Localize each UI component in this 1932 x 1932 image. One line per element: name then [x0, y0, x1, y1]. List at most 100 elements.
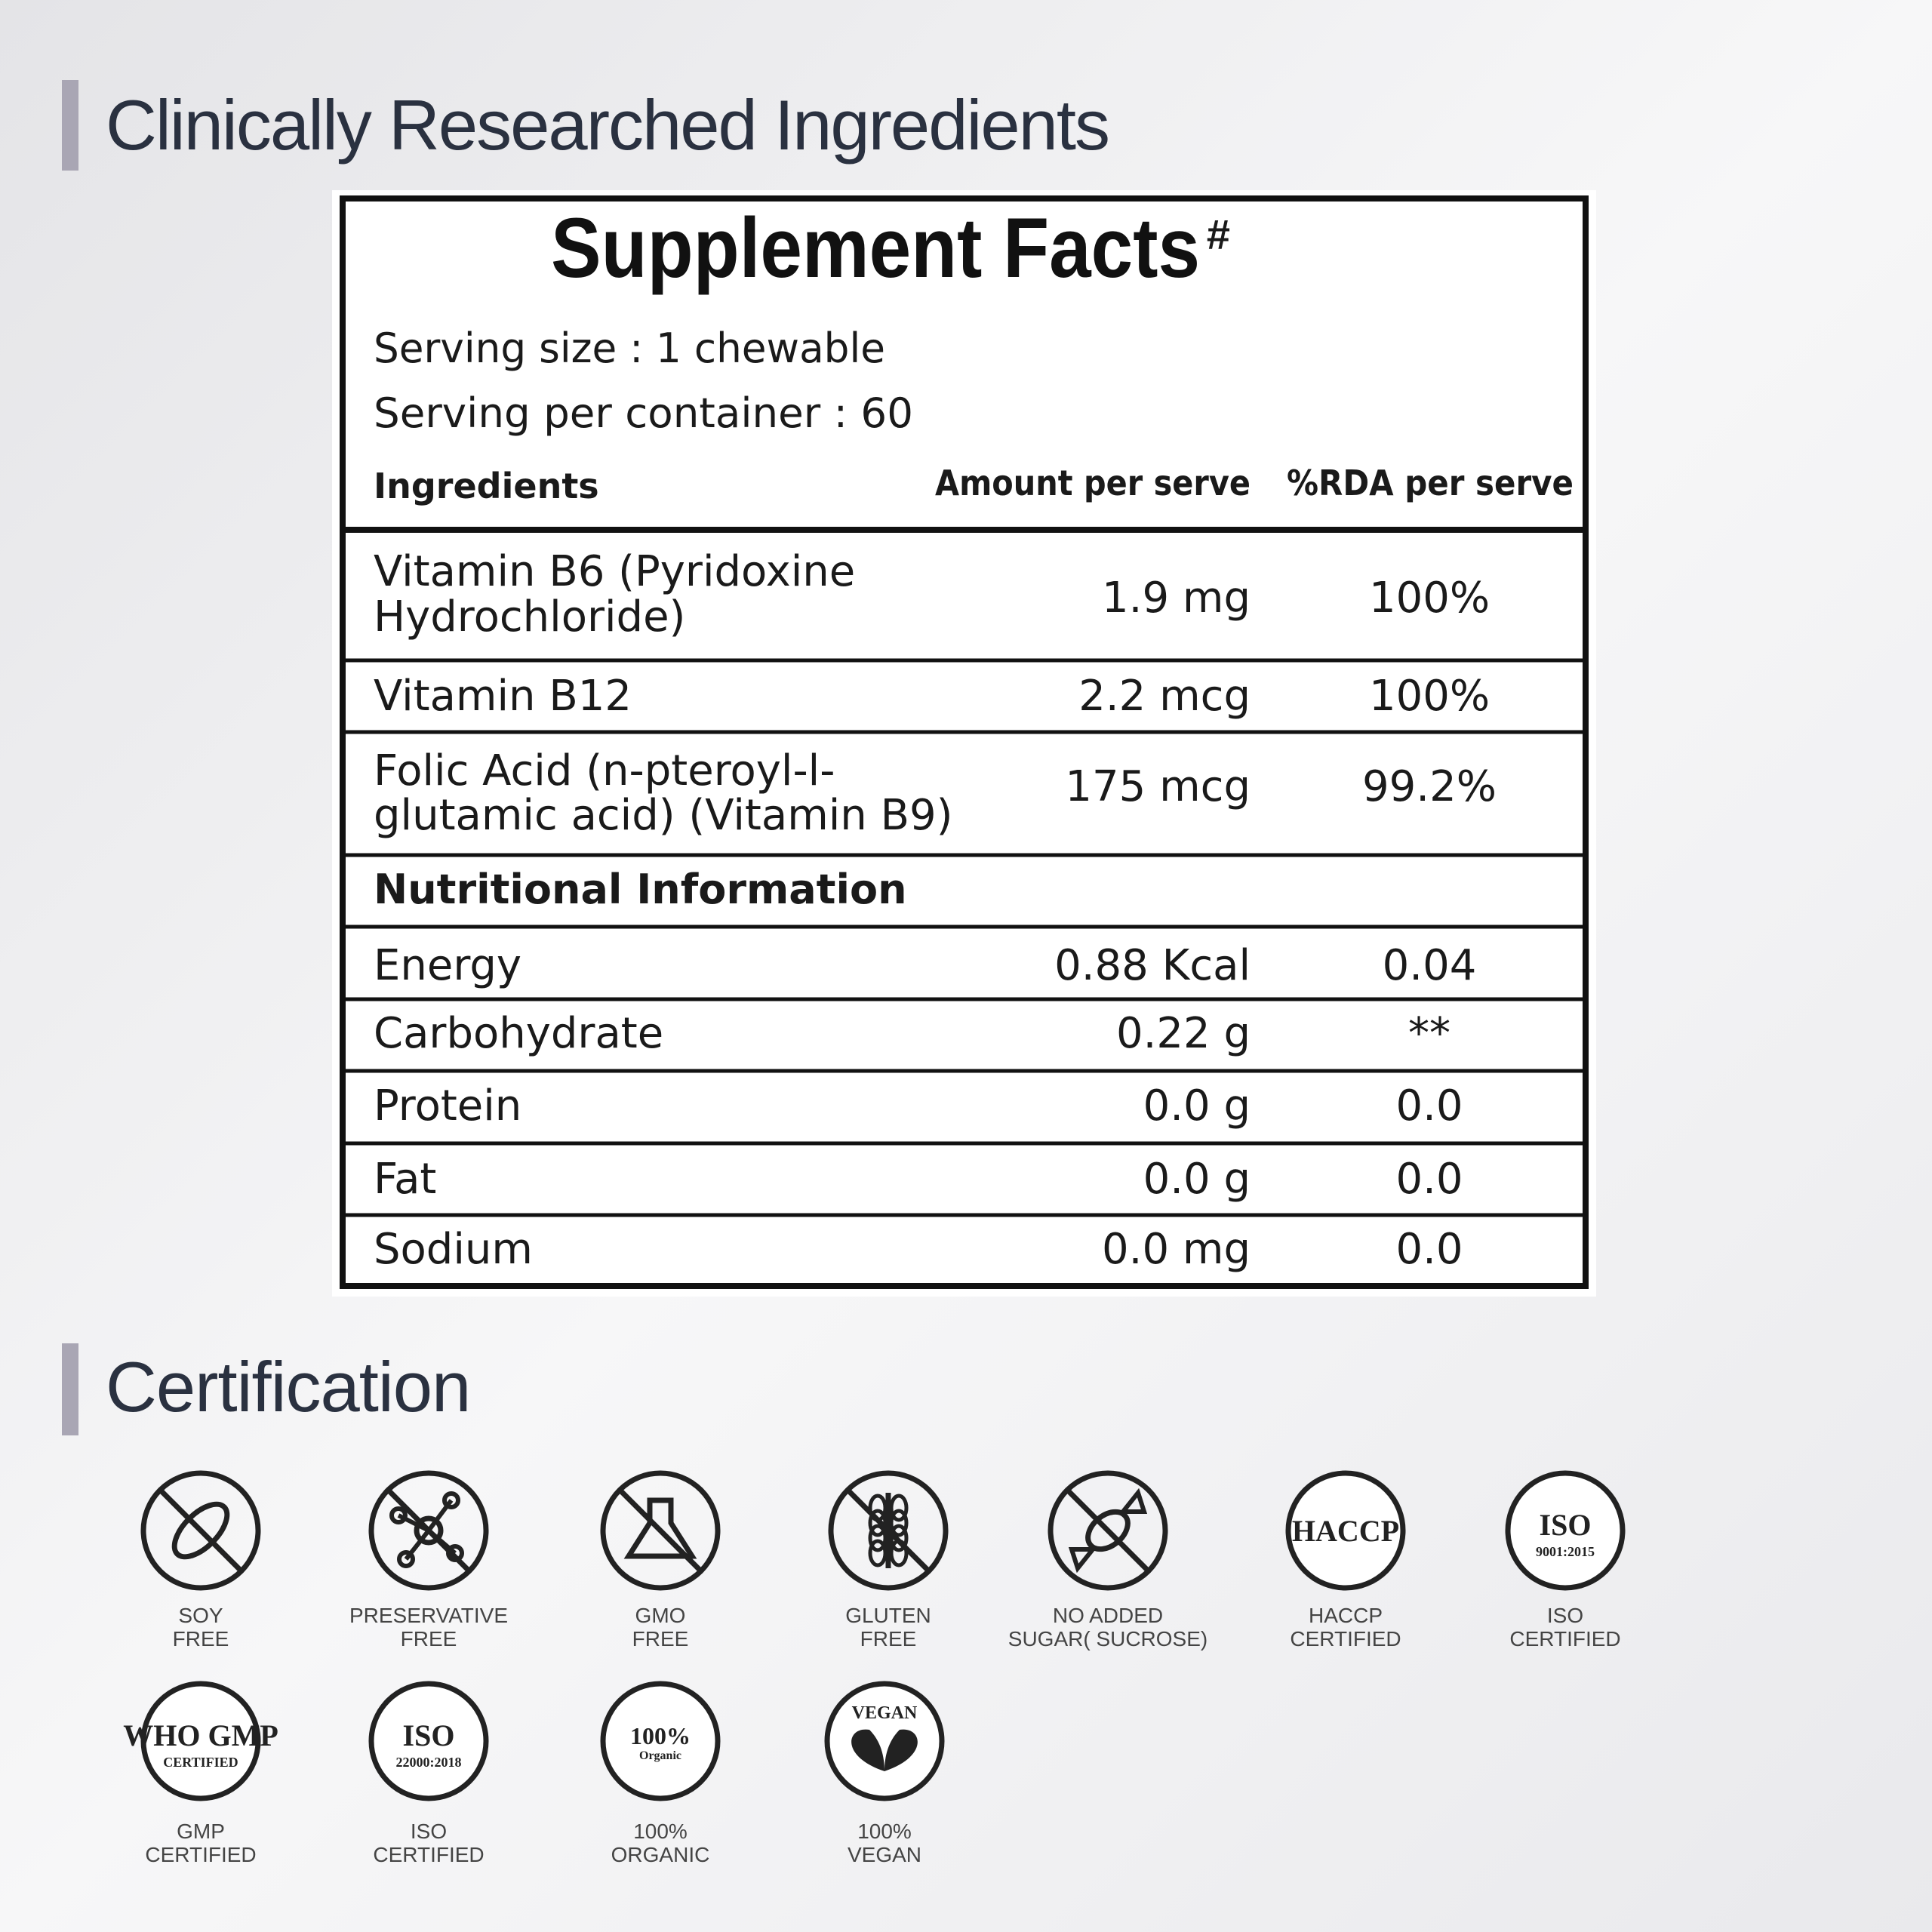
- badge-label: FREE: [860, 1627, 917, 1651]
- badge-ring: [1048, 1470, 1168, 1591]
- icon-shape: [414, 1515, 444, 1546]
- badge-label: VEGAN: [848, 1843, 921, 1866]
- badge-icon-text: ISO: [1540, 1508, 1592, 1542]
- icon-shape: [868, 1524, 888, 1552]
- badge-slash: [386, 1487, 472, 1574]
- ingredient-rda: 100%: [1369, 574, 1490, 623]
- icon-shape: [389, 1506, 408, 1524]
- ingredient-rda: 100%: [1369, 672, 1490, 721]
- badge-label: HACCP: [1309, 1604, 1383, 1627]
- badge-label: GMO: [635, 1604, 686, 1627]
- icon-shape: [889, 1524, 909, 1552]
- column-header: %RDA per serve: [1287, 463, 1574, 503]
- nutrient-rda: 0.0: [1395, 1155, 1463, 1204]
- badge-slash: [617, 1487, 703, 1574]
- badge-label: CERTIFIED: [145, 1843, 256, 1866]
- badge-ring: [1505, 1470, 1626, 1591]
- badge-label: GLUTEN: [845, 1604, 931, 1627]
- badge-label: CERTIFIED: [1290, 1627, 1401, 1651]
- badge-slash: [1065, 1487, 1151, 1574]
- nutrient-amount: 0.0 g: [1143, 1081, 1251, 1131]
- nutrient-name: Sodium: [374, 1225, 533, 1274]
- nutrient-rda: 0.04: [1383, 941, 1477, 990]
- ingredient-name: glutamic acid) (Vitamin B9): [374, 791, 952, 840]
- ingredient-name: Vitamin B6 (Pyridoxine: [374, 547, 855, 596]
- badge-icon-text: CERTIFIED: [163, 1755, 238, 1770]
- badge-icon-text: ISO: [403, 1718, 455, 1752]
- nutrient-amount: 0.88 Kcal: [1054, 941, 1251, 990]
- badge-label: FREE: [173, 1627, 229, 1651]
- nutrient-name: Protein: [374, 1081, 521, 1131]
- table-title: Supplement Facts: [551, 201, 1200, 295]
- title-bar: [62, 1343, 78, 1435]
- badge-icon-text: 100%: [630, 1722, 691, 1749]
- badge-icon-text: HACCP: [1292, 1514, 1399, 1548]
- nutrient-amount: 0.0 g: [1143, 1155, 1251, 1204]
- nutrient-amount: 0.22 g: [1116, 1009, 1251, 1058]
- ingredient-rda: 99.2%: [1362, 762, 1497, 811]
- section-title: Certification: [106, 1347, 470, 1426]
- badge-icon-text: 9001:2015: [1536, 1544, 1595, 1559]
- ingredient-name: Folic Acid (n-pteroyl-l-: [374, 746, 835, 795]
- badge-icon-text: 22000:2018: [396, 1755, 462, 1770]
- section-heading: Nutritional Information: [374, 866, 907, 913]
- icon-shape: [442, 1491, 460, 1509]
- ingredient-amount: 175 mcg: [1065, 762, 1251, 811]
- ingredient-name: Vitamin B12: [374, 672, 632, 721]
- nutrient-rda: **: [1408, 1009, 1451, 1058]
- title-bar: [62, 80, 78, 171]
- ingredient-amount: 1.9 mg: [1102, 574, 1251, 623]
- badge-label: ORGANIC: [611, 1843, 710, 1866]
- badge-label: SUGAR( SUCROSE): [1008, 1627, 1208, 1651]
- badge-slash: [158, 1487, 244, 1574]
- icon-shape: [889, 1494, 909, 1522]
- badge-label: ISO: [1547, 1604, 1583, 1627]
- title-mark: #: [1206, 211, 1230, 258]
- badge-label: CERTIFIED: [373, 1843, 484, 1866]
- icon-shape: [868, 1509, 888, 1537]
- badge-label: NO ADDED: [1053, 1604, 1163, 1627]
- badge-label: ISO: [411, 1820, 447, 1843]
- badge-label: CERTIFIED: [1509, 1627, 1620, 1651]
- badge-ring: [1285, 1470, 1406, 1591]
- nutrient-name: Carbohydrate: [374, 1009, 663, 1058]
- badge-ring: [368, 1681, 489, 1801]
- badge-label: FREE: [401, 1627, 457, 1651]
- nutrient-amount: 0.0 mg: [1102, 1225, 1251, 1274]
- column-header: Ingredients: [374, 466, 599, 506]
- badge-ring: [600, 1470, 721, 1591]
- column-header: Amount per serve: [935, 463, 1251, 503]
- badge-ring: [600, 1681, 721, 1801]
- badge-icon-text: VEGAN: [852, 1703, 918, 1723]
- table-frame: [340, 195, 1589, 1289]
- nutrient-rda: 0.0: [1395, 1081, 1463, 1131]
- badge-label: GMP: [177, 1820, 225, 1843]
- section-title: Clinically Researched Ingredients: [106, 85, 1109, 165]
- badge-label: SOY: [178, 1604, 223, 1627]
- icon-shape: [868, 1539, 888, 1567]
- ingredient-amount: 2.2 mcg: [1078, 672, 1251, 721]
- badge-slash: [845, 1487, 931, 1574]
- badge-ring: [368, 1470, 489, 1591]
- badge-icon-text: Organic: [639, 1749, 681, 1762]
- icon-shape: [889, 1509, 909, 1537]
- badge-ring: [140, 1681, 261, 1801]
- badge-ring: [828, 1470, 949, 1591]
- badge-ring: [824, 1681, 945, 1801]
- serving-size: Serving size : 1 chewable: [374, 325, 885, 372]
- nutrient-name: Energy: [374, 941, 521, 990]
- nutrient-rda: 0.0: [1395, 1225, 1463, 1274]
